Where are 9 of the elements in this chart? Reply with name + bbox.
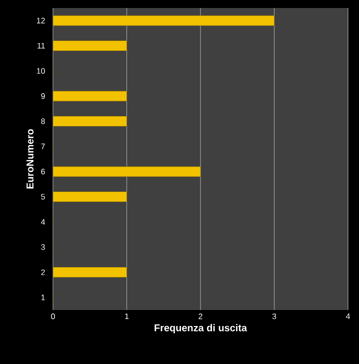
x-axis-title: Frequenza di uscita [154,324,248,334]
bar [53,267,127,278]
bar [53,192,127,202]
bar [53,90,127,102]
bar [53,15,274,26]
bar [53,40,127,51]
bar [53,166,201,177]
bar [53,116,127,126]
y-axis-title: EuroNumero [26,129,34,188]
